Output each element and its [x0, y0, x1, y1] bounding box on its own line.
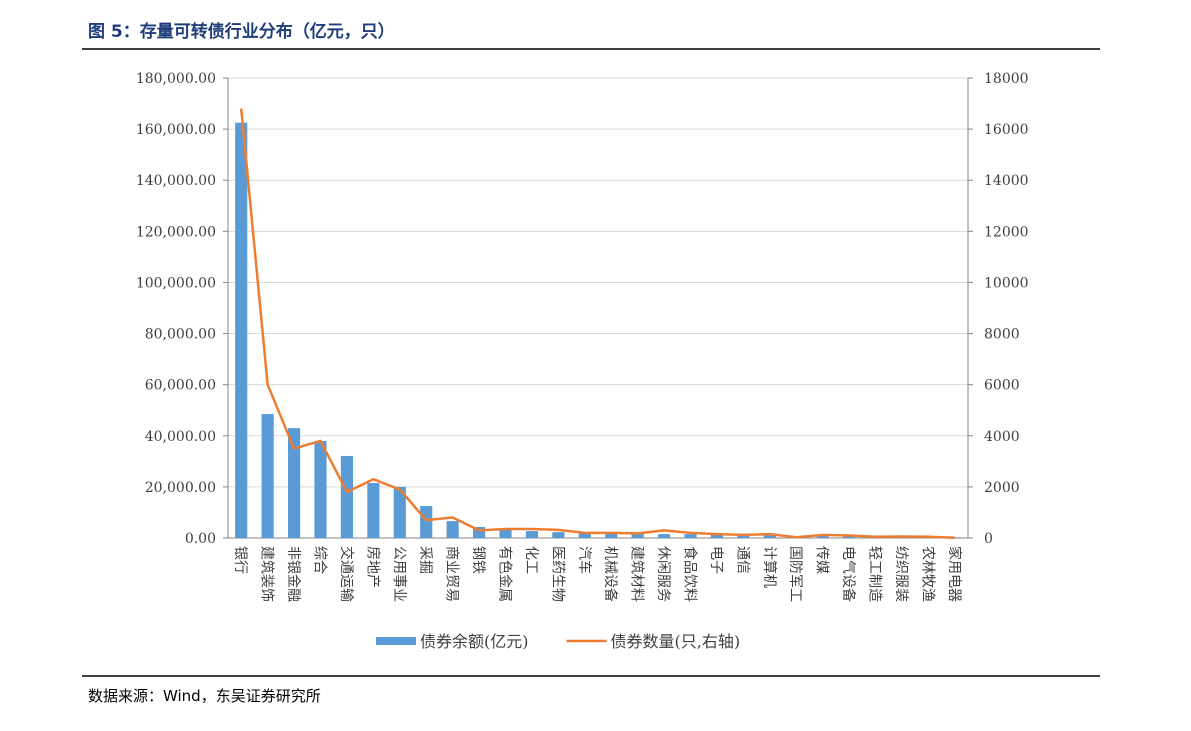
- x-tick-label: 交通运输: [338, 546, 355, 602]
- legend-label: 债券数量(只,右轴): [611, 632, 741, 651]
- y2-tick-label: 4000: [984, 429, 1020, 445]
- x-tick-label: 房地产: [364, 546, 380, 588]
- x-tick-label: 采掘: [417, 546, 433, 574]
- bar: [710, 534, 724, 538]
- y2-tick-label: 14000: [984, 173, 1029, 189]
- x-tick-label: 家用电器: [946, 546, 963, 602]
- x-tick-label: 计算机: [761, 546, 777, 588]
- x-tick-label: 汽车: [576, 546, 593, 574]
- y2-tick-label: 6000: [984, 378, 1020, 394]
- x-tick-label: 公用事业: [391, 546, 407, 602]
- y-tick-label: 40,000.00: [145, 429, 216, 445]
- x-tick-label: 国防军工: [787, 546, 803, 602]
- y2-tick-label: 0: [984, 531, 993, 547]
- chart-title: 图 5：存量可转债行业分布（亿元，只）: [88, 21, 395, 42]
- bar: [816, 535, 829, 538]
- y-tick-label: 60,000.00: [145, 378, 216, 394]
- bar: [737, 535, 750, 538]
- y-tick-label: 120,000.00: [136, 224, 216, 240]
- x-tick-label: 纺织服装: [893, 546, 909, 602]
- y2-tick-label: 8000: [984, 327, 1020, 343]
- x-tick-label: 食品饮料: [682, 546, 699, 602]
- x-tick-label: 电子: [708, 546, 724, 574]
- x-tick-label: 建筑装饰: [259, 546, 275, 602]
- bar: [552, 532, 565, 538]
- y-tick-label: 80,000.00: [145, 327, 216, 343]
- y2-tick-label: 10000: [984, 275, 1029, 291]
- bar: [261, 414, 274, 538]
- x-tick-label: 通信: [734, 546, 750, 574]
- bar: [393, 486, 406, 538]
- x-tick-label: 机械设备: [602, 546, 619, 602]
- y-tick-label: 20,000.00: [145, 480, 216, 496]
- bar: [340, 455, 354, 538]
- x-tick-label: 建筑材料: [629, 546, 645, 602]
- x-tick-label: 休闲服务: [655, 546, 671, 602]
- bar: [287, 428, 301, 538]
- bar: [842, 535, 856, 538]
- y-tick-label: 140,000.00: [136, 173, 216, 189]
- x-tick-label: 医药生物: [549, 546, 565, 602]
- y-tick-label: 180,000.00: [136, 71, 216, 87]
- x-tick-label: 钢铁: [470, 546, 486, 574]
- bar: [578, 532, 591, 538]
- y2-tick-label: 12000: [984, 224, 1029, 240]
- legend-label: 债券余额(亿元): [420, 632, 529, 651]
- bar: [235, 122, 248, 538]
- y-tick-label: 160,000.00: [136, 122, 216, 138]
- y-tick-label: 100,000.00: [136, 275, 216, 291]
- x-tick-label: 综合: [312, 546, 328, 574]
- bar: [314, 440, 327, 538]
- bar: [420, 506, 433, 538]
- bar: [367, 483, 380, 538]
- bar: [657, 534, 671, 538]
- y-tick-label: 0.00: [185, 531, 216, 547]
- x-tick-label: 银行: [232, 546, 248, 574]
- y2-tick-label: 2000: [984, 480, 1020, 496]
- y2-tick-label: 18000: [984, 71, 1029, 87]
- x-tick-label: 商业贸易: [444, 546, 460, 602]
- x-tick-label: 非银金融: [285, 546, 301, 602]
- bar: [446, 521, 459, 538]
- source-note: 数据来源：Wind，东吴证券研究所: [88, 687, 321, 705]
- x-tick-label: 轻工制造: [867, 546, 883, 602]
- bar: [472, 527, 486, 538]
- x-tick-label: 电气设备: [840, 546, 857, 602]
- bar: [499, 529, 512, 538]
- bar: [631, 533, 644, 538]
- y2-tick-label: 16000: [984, 122, 1029, 138]
- bar: [605, 533, 618, 538]
- x-tick-label: 传媒: [814, 546, 830, 574]
- x-tick-label: 有色金属: [497, 546, 514, 602]
- x-tick-label: 化工: [523, 546, 539, 574]
- bar: [684, 534, 697, 538]
- x-tick-label: 农林牧渔: [919, 546, 935, 602]
- bar: [763, 534, 776, 538]
- bar: [525, 531, 539, 538]
- legend-swatch: [376, 637, 416, 645]
- line: [239, 108, 955, 539]
